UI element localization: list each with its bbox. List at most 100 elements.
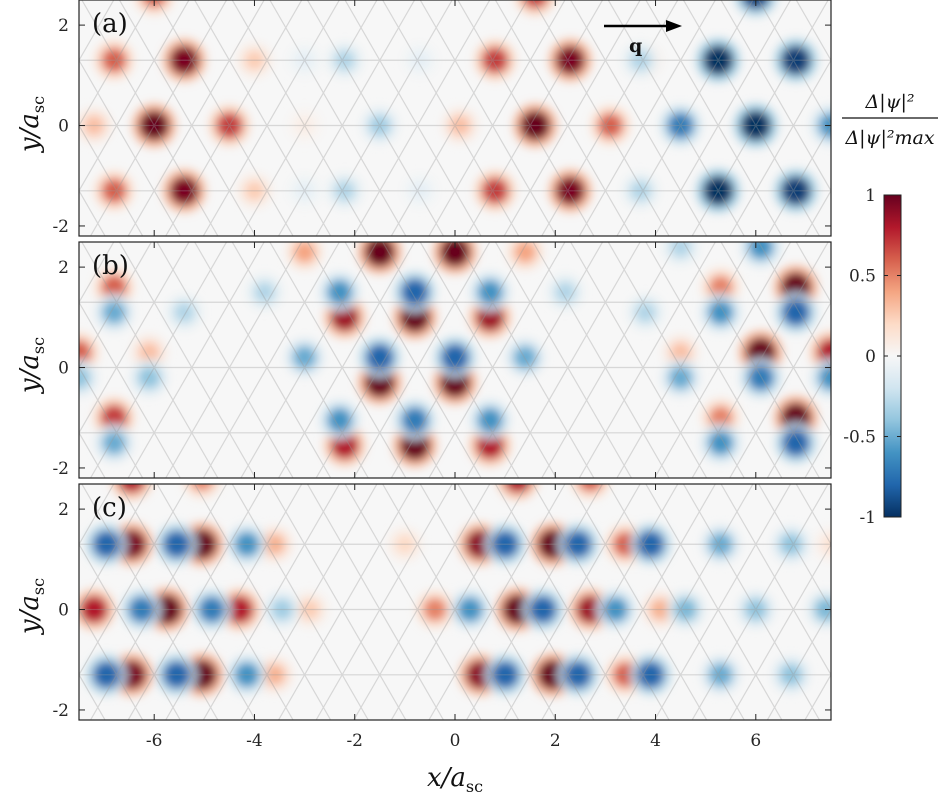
y-tick-label: 0 <box>58 601 69 621</box>
peak <box>295 182 314 200</box>
peak <box>101 404 127 431</box>
peak <box>395 534 415 554</box>
lattice-line <box>0 242 1 478</box>
lattice-line <box>871 484 941 720</box>
lattice-line <box>315 0 453 236</box>
x-tick-label: -2 <box>346 731 363 751</box>
peak <box>709 663 733 687</box>
peak <box>818 365 831 390</box>
lattice-line <box>654 484 792 720</box>
lattice-line <box>240 484 378 720</box>
peak <box>669 366 693 390</box>
lattice-line <box>645 484 783 720</box>
peak <box>745 598 767 621</box>
peak <box>411 51 429 69</box>
lattice-line <box>466 242 604 478</box>
lattice-line <box>570 0 708 236</box>
lattice-line <box>81 0 219 236</box>
peak <box>505 484 531 493</box>
peak <box>670 242 691 258</box>
peak <box>482 47 509 74</box>
lattice-line <box>503 484 641 720</box>
lattice-line <box>766 124 831 236</box>
lattice-line <box>494 0 632 236</box>
lattice-line <box>503 0 641 236</box>
panel-label: (b) <box>92 251 129 281</box>
peak <box>234 662 260 688</box>
peak <box>264 533 285 555</box>
peak <box>780 533 802 556</box>
lattice-line <box>729 59 831 236</box>
peak <box>101 274 127 300</box>
lattice-line <box>682 242 820 478</box>
panel-c: 2 0 -2 -6 -4 -2 0 2 4 6 (c) <box>52 483 941 751</box>
peak <box>79 340 92 365</box>
panel-a: 2 0 -2 (a) <box>52 0 832 237</box>
lattice-line <box>165 484 303 720</box>
lattice-line <box>758 0 831 127</box>
lattice-line <box>231 242 369 478</box>
peak <box>491 530 519 558</box>
peak <box>603 597 628 622</box>
lattice-line <box>315 242 453 478</box>
lattice-line <box>804 431 831 478</box>
y-axis-label-a: y/asc <box>15 96 48 153</box>
lattice-line <box>79 242 152 369</box>
lattice-line <box>165 0 303 236</box>
lattice-line <box>795 484 831 546</box>
peak-halo <box>135 0 174 15</box>
lattice-line <box>466 484 604 720</box>
lattice-line <box>79 242 115 304</box>
peak <box>198 596 225 623</box>
lattice-line <box>306 242 444 478</box>
peak <box>163 661 191 689</box>
peak <box>441 343 469 372</box>
q-vector-label: q <box>629 35 642 57</box>
peak <box>295 51 314 69</box>
lattice-line <box>79 189 106 236</box>
peak <box>781 45 811 75</box>
lattice-line <box>720 242 831 434</box>
peak <box>423 598 447 622</box>
peak <box>513 345 537 369</box>
lattice-line <box>607 0 745 236</box>
lattice-line <box>795 242 831 304</box>
lattice-line <box>918 484 941 720</box>
peak <box>482 177 509 204</box>
lattice-line <box>758 484 831 611</box>
lattice-line <box>278 0 416 236</box>
panel-label: (a) <box>92 9 128 39</box>
lattice-line <box>466 0 604 236</box>
lattice-line <box>278 484 416 720</box>
lattice-line <box>79 0 152 127</box>
lattice-line <box>194 484 332 720</box>
peak <box>449 115 471 136</box>
y-tick-label: 0 <box>58 117 69 137</box>
colorbar: Δ|ψ|² Δ|ψ|²max 1 0.5 0 -0.5 -1 <box>842 91 938 528</box>
lattice-line <box>804 189 831 236</box>
lattice-line <box>118 0 256 236</box>
peak <box>369 115 391 136</box>
peak <box>477 280 503 305</box>
lattice-line <box>156 484 294 720</box>
x-tick-label: 6 <box>750 731 761 751</box>
peak <box>128 596 155 623</box>
lattice-line <box>645 0 783 236</box>
colorbar-tick-label: -1 <box>859 508 876 528</box>
lattice-line <box>570 242 708 478</box>
lattice-line <box>570 484 708 720</box>
peak <box>709 406 733 430</box>
peak <box>708 430 733 456</box>
peak <box>80 595 108 624</box>
peak <box>101 178 127 204</box>
lattice-line <box>79 608 144 720</box>
peak <box>529 595 557 624</box>
lattice-line <box>654 242 792 478</box>
x-tick-label: 4 <box>650 731 661 751</box>
lattice-line <box>156 0 294 236</box>
lattice-line <box>118 242 256 478</box>
peak <box>555 282 576 303</box>
peak <box>630 180 651 201</box>
q-vector-arrow: q <box>604 20 682 57</box>
lattice-line <box>419 242 557 478</box>
